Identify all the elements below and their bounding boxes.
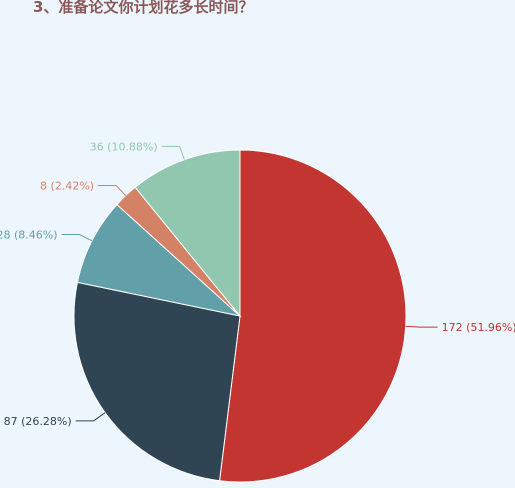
leader-line-0: [405, 325, 438, 328]
pie-slice-0[interactable]: [219, 149, 407, 483]
pie-slice-4[interactable]: [134, 149, 241, 318]
pie-slices: [73, 149, 407, 483]
leader-line-4: [161, 145, 185, 160]
slice-label-0: 172 (51.96%): [442, 321, 515, 334]
leader-line-1: [75, 412, 106, 422]
pie-slice-2[interactable]: [76, 203, 242, 317]
slice-label-1: 87 (26.28%): [4, 415, 72, 428]
leader-line-2: [61, 234, 93, 242]
slice-label-2: 28 (8.46%): [0, 229, 58, 242]
pie-slice-1[interactable]: [73, 281, 241, 482]
slice-label-3: 8 (2.42%): [40, 179, 94, 192]
slice-label-4: 36 (10.88%): [90, 140, 158, 153]
chart-title: 3、准备论文你计划花多长时间？: [33, 0, 254, 16]
label-leader-lines: [61, 145, 438, 422]
slice-labels: 172 (51.96%) 87 (26.28%) 28 (8.46%) 8 (2.42…: [0, 140, 515, 427]
leader-line-3: [98, 184, 127, 196]
